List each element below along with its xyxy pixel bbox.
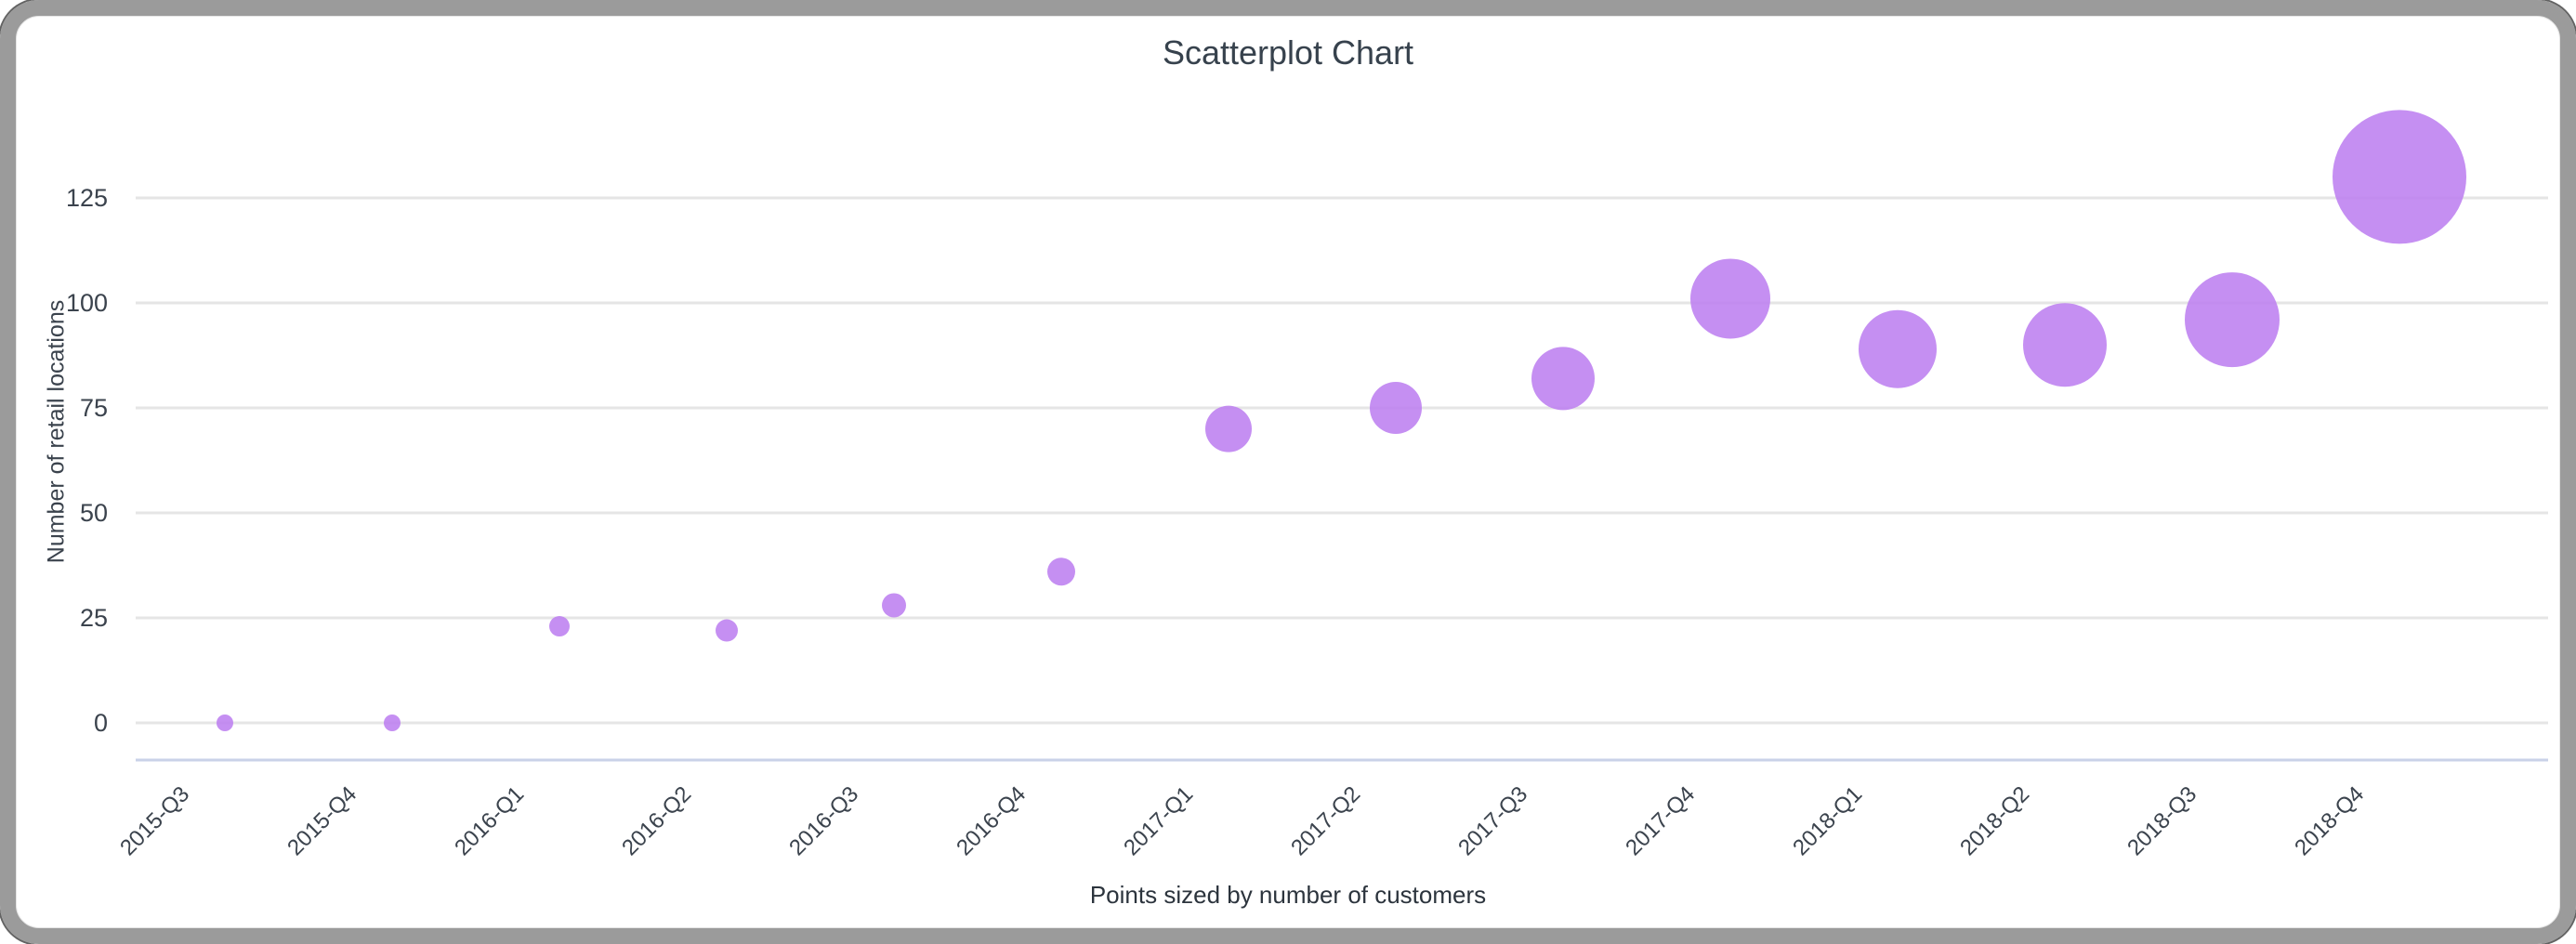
bubble-2016-Q4[interactable] xyxy=(1047,557,1075,586)
x-tick-label-2018-Q1: 2018-Q1 xyxy=(1788,781,1867,860)
chart-title: Scatterplot Chart xyxy=(1162,33,1414,72)
y-tick-label-100: 100 xyxy=(66,289,108,317)
x-tick-label-2018-Q3: 2018-Q3 xyxy=(2123,781,2201,860)
x-tick-label-2017-Q2: 2017-Q2 xyxy=(1286,781,1365,860)
bubble-2017-Q2[interactable] xyxy=(1370,382,1422,434)
bubble-2017-Q1[interactable] xyxy=(1205,405,1252,452)
bubble-2017-Q3[interactable] xyxy=(1531,347,1595,411)
bubble-2015-Q4[interactable] xyxy=(384,715,401,731)
x-tick-label-2018-Q2: 2018-Q2 xyxy=(1955,781,2034,860)
x-tick-label-2017-Q4: 2017-Q4 xyxy=(1621,781,1700,860)
x-tick-label-2018-Q4: 2018-Q4 xyxy=(2290,781,2369,860)
y-tick-label-50: 50 xyxy=(80,499,108,527)
bubble-2018-Q4[interactable] xyxy=(2333,110,2466,244)
y-tick-label-75: 75 xyxy=(80,394,108,422)
chart-caption: Points sized by number of customers xyxy=(1089,881,1487,909)
y-tick-label-25: 25 xyxy=(80,604,108,632)
x-tick-label-2015-Q4: 2015-Q4 xyxy=(283,781,361,860)
bubble-2018-Q2[interactable] xyxy=(2023,303,2107,387)
x-tick-label-2016-Q4: 2016-Q4 xyxy=(952,781,1031,860)
bubble-2016-Q3[interactable] xyxy=(882,593,906,618)
y-tick-label-0: 0 xyxy=(94,709,108,737)
x-tick-label-2016-Q2: 2016-Q2 xyxy=(617,781,696,860)
x-tick-label-2016-Q1: 2016-Q1 xyxy=(450,781,529,860)
bubble-2017-Q4[interactable] xyxy=(1690,258,1770,339)
bubble-2015-Q3[interactable] xyxy=(217,715,233,731)
x-tick-label-2016-Q3: 2016-Q3 xyxy=(784,781,863,860)
x-tick-label-2017-Q1: 2017-Q1 xyxy=(1119,781,1198,860)
bubble-2018-Q3[interactable] xyxy=(2185,272,2280,368)
x-tick-label-2017-Q3: 2017-Q3 xyxy=(1453,781,1532,860)
bubble-2018-Q1[interactable] xyxy=(1859,309,1937,388)
bubble-2016-Q2[interactable] xyxy=(716,619,738,642)
y-tick-label-125: 125 xyxy=(66,184,108,212)
bubble-2016-Q1[interactable] xyxy=(549,616,570,637)
x-tick-label-2015-Q3: 2015-Q3 xyxy=(115,781,194,860)
